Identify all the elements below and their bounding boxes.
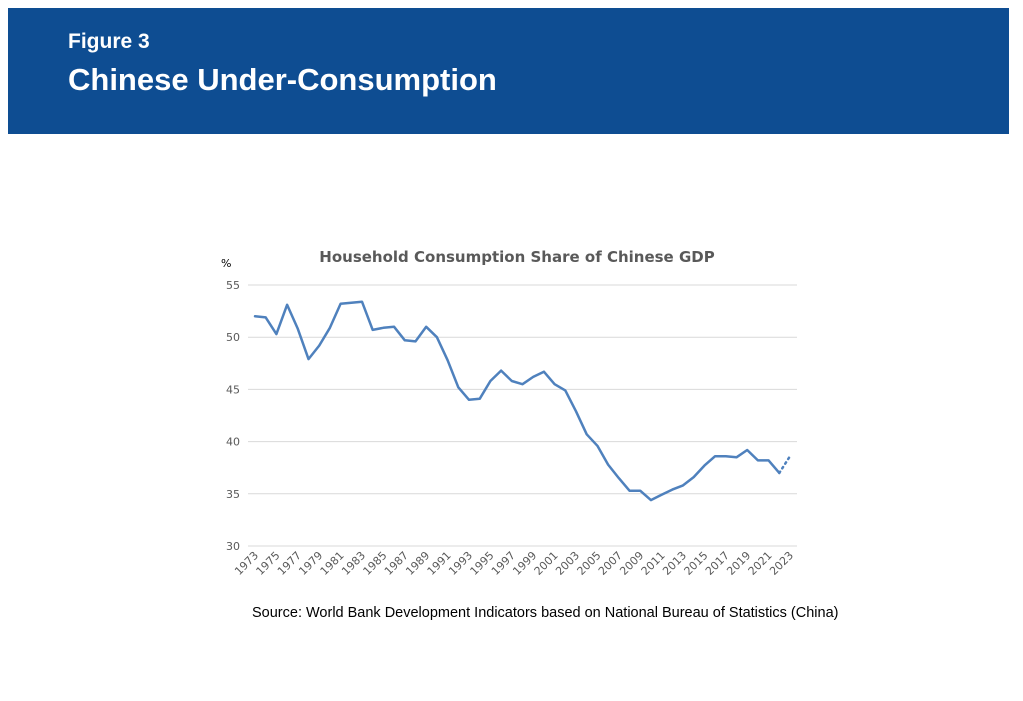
x-tick-label: 2009 [617,549,646,578]
y-tick-label: 45 [226,383,240,396]
series-line-consumption [253,300,781,502]
x-tick-label: 2017 [703,549,732,578]
x-tick-label: 1989 [403,549,432,578]
x-tick-label: 2019 [724,549,753,578]
x-tick-label: 1975 [254,549,283,578]
x-tick-label: 1977 [275,549,304,578]
x-tick-label: 1979 [296,549,325,578]
x-tick-label: 1995 [468,549,497,578]
x-tick-label: 1999 [510,549,539,578]
x-tick-label: 2001 [532,549,561,578]
x-tick-label: 2011 [639,549,668,578]
x-tick-label: 1991 [425,549,454,578]
x-tick-label: 2013 [660,549,689,578]
figure-label: Figure 3 [68,30,150,53]
x-tick-label: 1993 [446,549,475,578]
chart-title: Household Consumption Share of Chinese G… [319,248,714,266]
x-tick-label: 2021 [746,549,775,578]
y-tick-label: 40 [226,436,240,449]
x-tick-label: 1981 [318,549,347,578]
x-tick-label: 1985 [361,549,390,578]
x-tick-label: 1987 [382,549,411,578]
series-line-estimate [778,454,792,475]
y-tick-label: 30 [226,540,240,553]
x-tick-label: 2015 [682,549,711,578]
figure-title: Chinese Under-Consumption [68,62,497,97]
y-axis-unit-label: % [221,257,231,270]
x-tick-label: 2005 [575,549,604,578]
x-tick-label: 2023 [767,549,796,578]
x-tick-label: 2003 [553,549,582,578]
x-tick-label: 1997 [489,549,518,578]
figure-banner: Figure 3 Chinese Under-Consumption [8,8,1009,134]
y-tick-label: 55 [226,279,240,292]
source-note: Source: World Bank Development Indicator… [252,605,839,621]
x-tick-label: 2007 [596,549,625,578]
y-tick-label: 50 [226,331,240,344]
y-tick-label: 35 [226,488,240,501]
x-tick-label: 1983 [339,549,368,578]
x-tick-label: 1973 [232,549,261,578]
